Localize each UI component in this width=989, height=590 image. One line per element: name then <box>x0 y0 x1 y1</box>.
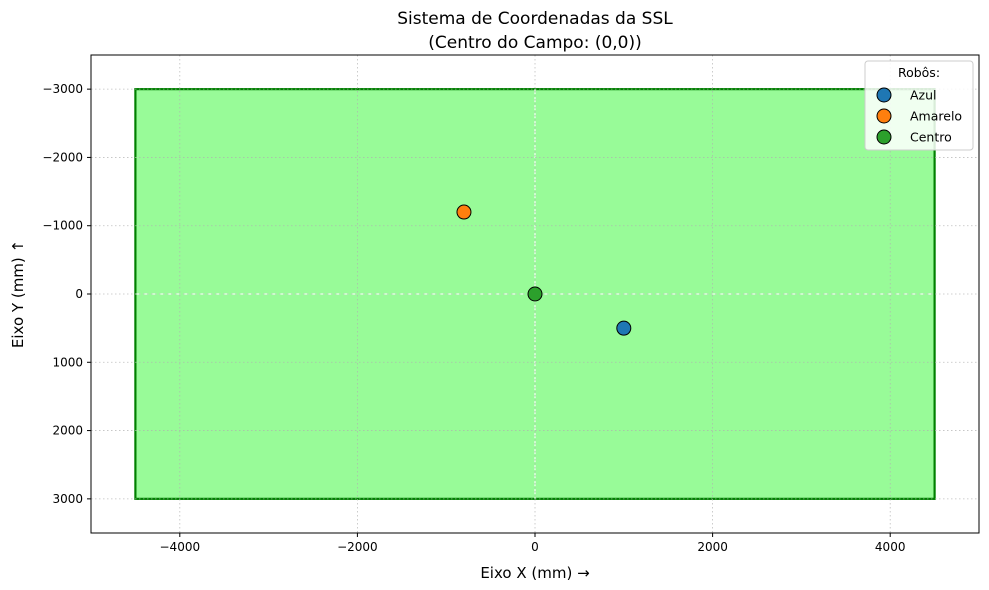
legend-label-azul: Azul <box>910 88 937 103</box>
legend-label-amarelo: Amarelo <box>910 109 962 124</box>
y-axis-title: Eixo Y (mm) ↑ <box>9 240 27 348</box>
chart-subtitle: (Centro do Campo: (0,0)) <box>428 33 642 53</box>
plot-area: −4000 −2000 0 2000 4000 −3000 −2000 −1000 0 1000 2… <box>42 54 980 554</box>
y-tick-label: 3000 <box>52 492 83 506</box>
legend-title: Robôs: <box>898 65 940 80</box>
y-tick-label: −2000 <box>42 150 83 164</box>
x-tick-label: −4000 <box>160 540 201 554</box>
y-tick-label: −1000 <box>42 219 83 233</box>
x-tick-label: −2000 <box>337 540 378 554</box>
legend-box <box>864 60 974 151</box>
legend-marker-amarelo <box>876 108 892 124</box>
legend-marker-centro <box>876 129 892 145</box>
x-tick-label: 4000 <box>875 540 906 554</box>
x-axis-title: Eixo X (mm) → <box>480 564 589 582</box>
y-tick-label: −3000 <box>42 82 83 96</box>
legend-label-centro: Centro <box>910 130 952 145</box>
y-tick-label: 2000 <box>52 424 83 438</box>
y-tick-label: 0 <box>75 287 83 301</box>
point-azul <box>616 320 632 336</box>
x-tick-label: 2000 <box>697 540 728 554</box>
x-tick-label: 0 <box>531 540 539 554</box>
chart-title: Sistema de Coordenadas da SSL <box>397 9 673 29</box>
legend-marker-azul <box>876 87 892 103</box>
point-amarelo <box>456 204 472 220</box>
y-tick-label: 1000 <box>52 355 83 369</box>
point-centro <box>527 286 543 302</box>
